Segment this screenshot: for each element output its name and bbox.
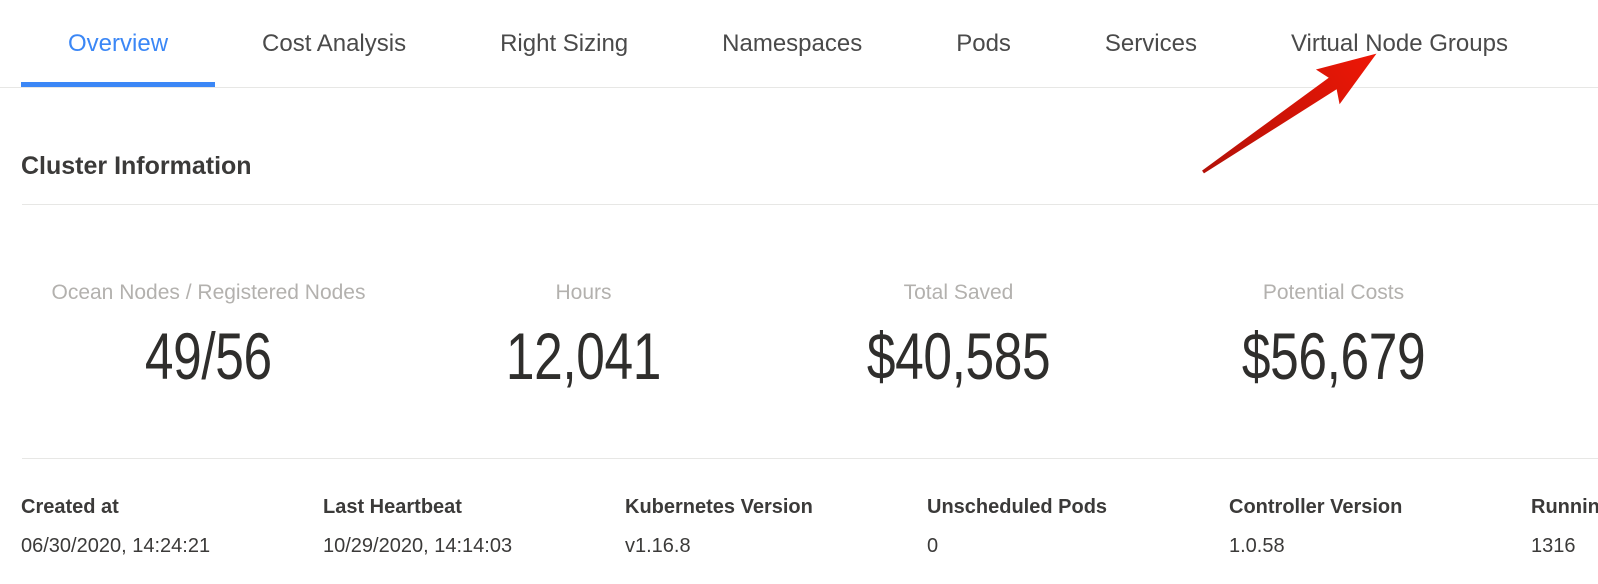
detail-label: Unscheduled Pods: [927, 496, 1108, 518]
stat-ocean-nodes: Ocean Nodes / Registered Nodes 49/56: [21, 281, 396, 389]
detail-label: Last Heartbeat: [323, 496, 462, 518]
cluster-details-row: Created at 06/30/2020, 14:24:21 Last Hea…: [0, 496, 1598, 558]
tab-label: Virtual Node Groups: [1290, 29, 1508, 57]
detail-value: 1.0.58: [1229, 535, 1285, 557]
detail-label: Controller Version: [1229, 496, 1403, 518]
detail-label: Kubernetes Version: [625, 496, 813, 518]
detail-value: 06/30/2020, 14:24:21: [21, 535, 211, 557]
page-title: Cluster Information: [21, 152, 252, 180]
detail-value: 0: [927, 535, 939, 557]
tab-namespaces[interactable]: Namespaces: [675, 0, 909, 87]
detail-kubernetes-version: Kubernetes Version v1.16.8: [625, 496, 927, 558]
detail-controller-version: Controller Version 1.0.58: [1229, 496, 1531, 558]
tab-right-sizing[interactable]: Right Sizing: [453, 0, 675, 87]
detail-unscheduled-pods: Unscheduled Pods 0: [927, 496, 1229, 558]
tab-label: Pods: [956, 29, 1011, 57]
stat-label: Ocean Nodes / Registered Nodes: [51, 281, 366, 304]
detail-value: 1316: [1531, 535, 1576, 557]
stat-hours: Hours 12,041: [396, 281, 771, 389]
detail-created-at: Created at 06/30/2020, 14:24:21: [21, 496, 323, 558]
divider: [22, 204, 1598, 205]
detail-label: Running: [1531, 496, 1598, 518]
tab-label: Services: [1104, 29, 1197, 57]
cluster-tab-bar: Overview Cost Analysis Right Sizing Name…: [0, 0, 1598, 88]
tab-virtual-node-groups[interactable]: Virtual Node Groups: [1244, 0, 1555, 87]
tab-cost-analysis[interactable]: Cost Analysis: [215, 0, 453, 87]
divider: [22, 458, 1598, 459]
tab-services[interactable]: Services: [1058, 0, 1244, 87]
detail-running: Running 1316: [1531, 496, 1598, 558]
tab-overview[interactable]: Overview: [21, 0, 216, 87]
detail-value: v1.16.8: [625, 535, 691, 557]
tab-label: Overview: [68, 29, 169, 57]
tab-label: Namespaces: [722, 29, 863, 57]
stat-label: Potential Costs: [1262, 281, 1405, 304]
stat-value: 49/56: [145, 319, 272, 393]
stat-label: Total Saved: [903, 281, 1014, 304]
tab-pods[interactable]: Pods: [909, 0, 1058, 87]
stat-label: Hours: [555, 281, 612, 304]
tab-label: Cost Analysis: [262, 29, 407, 57]
stat-potential-costs: Potential Costs $56,679: [1146, 281, 1521, 389]
stat-value: 12,041: [505, 319, 662, 393]
cluster-stats-row: Ocean Nodes / Registered Nodes 49/56 Hou…: [0, 205, 1598, 389]
detail-last-heartbeat: Last Heartbeat 10/29/2020, 14:14:03: [323, 496, 625, 558]
stat-value: $56,679: [1241, 319, 1426, 393]
stat-value: $40,585: [866, 319, 1051, 393]
stat-total-saved: Total Saved $40,585: [771, 281, 1146, 389]
detail-label: Created at: [21, 496, 119, 518]
tab-label: Right Sizing: [500, 29, 629, 57]
active-tab-indicator: [21, 82, 216, 87]
detail-value: 10/29/2020, 14:14:03: [323, 535, 513, 557]
